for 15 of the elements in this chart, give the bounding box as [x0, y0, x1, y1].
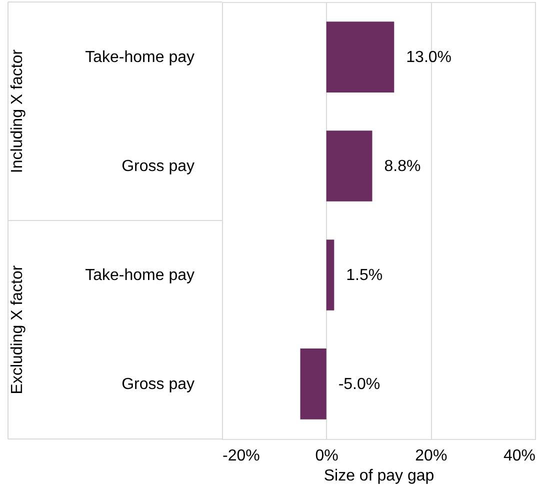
x-axis-title: Size of pay gap: [324, 468, 434, 484]
y-tick-label: Take-home pay: [85, 49, 194, 66]
text: Including X factor: [9, 48, 26, 174]
y-tick-label: Gross pay: [122, 376, 194, 393]
y-tick-label: Take-home pay: [85, 266, 194, 284]
x-tick-label: -20%: [222, 448, 260, 464]
data-label: -5.0%: [338, 376, 380, 393]
data-label: 8.8%: [384, 158, 421, 176]
data-label: 1.5%: [346, 266, 383, 284]
x-tick-label: 40%: [503, 448, 536, 464]
x-tick-label: 0%: [315, 448, 338, 464]
y-tick-label: Gross pay: [122, 158, 194, 176]
text: Excluding X factor: [9, 264, 26, 394]
data-label: 13.0%: [406, 49, 452, 66]
x-tick-label: 20%: [415, 448, 448, 464]
